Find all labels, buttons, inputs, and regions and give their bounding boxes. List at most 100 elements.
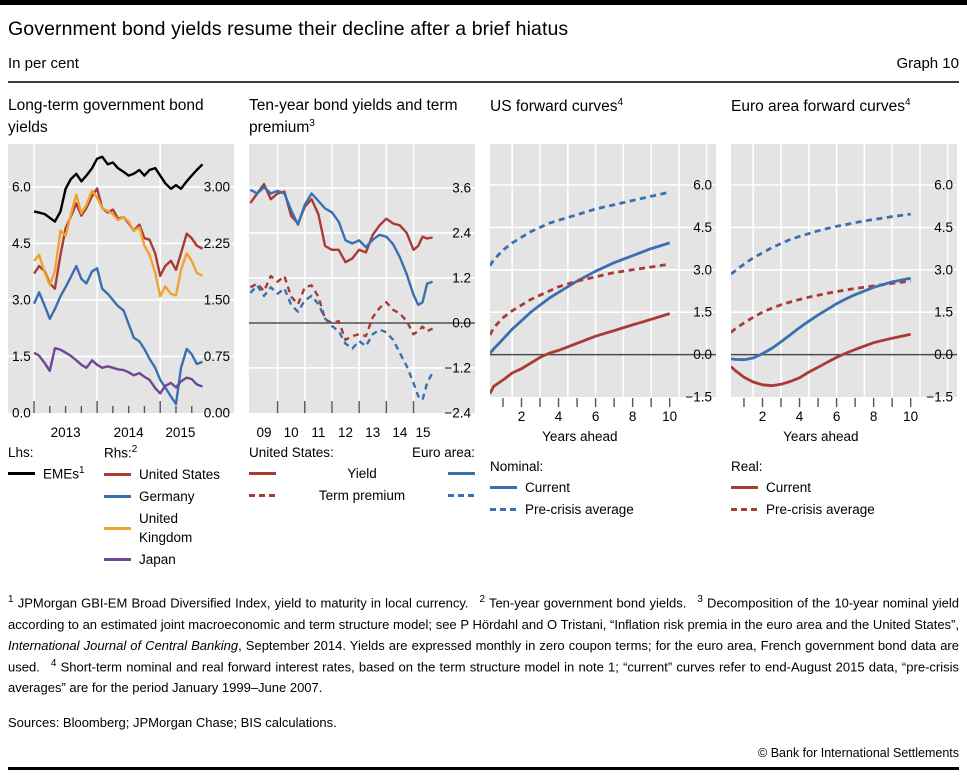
panel-title: Ten-year bond yields and term premium3 bbox=[249, 97, 458, 137]
svg-text:10: 10 bbox=[662, 409, 677, 424]
svg-text:3.00: 3.00 bbox=[204, 179, 230, 194]
title-superscript: 3 bbox=[309, 117, 315, 129]
legend-item-germany: Germany bbox=[104, 487, 234, 506]
svg-text:8: 8 bbox=[629, 409, 637, 424]
svg-text:3.0: 3.0 bbox=[934, 262, 953, 277]
svg-text:11: 11 bbox=[311, 425, 325, 440]
panel3-legend: Nominal: Current Pre-crisis average bbox=[490, 457, 716, 519]
chart-svg: 3.6 2.4 1.2 0.0 −1.2 −2.4 09 10 11 12 13 14 15 bbox=[249, 144, 475, 440]
title-superscript: 4 bbox=[617, 97, 624, 108]
us-yield-swatch bbox=[249, 472, 276, 476]
euro-yield-swatch bbox=[448, 472, 475, 476]
header-rule bbox=[8, 81, 959, 83]
svg-text:Years ahead: Years ahead bbox=[783, 429, 858, 444]
svg-text:3.0: 3.0 bbox=[12, 292, 31, 307]
svg-text:1.5: 1.5 bbox=[934, 305, 953, 320]
svg-text:3.6: 3.6 bbox=[452, 180, 471, 195]
nominal-current-swatch bbox=[490, 486, 517, 490]
legend-item-real-precrisis: Pre-crisis average bbox=[731, 500, 957, 519]
svg-text:0.0: 0.0 bbox=[452, 315, 471, 330]
svg-text:4: 4 bbox=[796, 409, 804, 424]
page-title: Government bond yields resume their decl… bbox=[8, 18, 569, 40]
us-legend-header: United States: bbox=[249, 445, 334, 460]
germany-line-swatch bbox=[104, 494, 131, 498]
chart-panels: Long-term government bond yields 0.0 1.5 3… bbox=[8, 96, 959, 572]
panel-us-forward-curves: US forward curves4 6.0 4.5 3.0 1.5 0.0 −1.5 2 4… bbox=[488, 96, 716, 572]
svg-text:2: 2 bbox=[759, 409, 767, 424]
svg-text:−1.2: −1.2 bbox=[444, 360, 471, 375]
svg-text:6: 6 bbox=[592, 409, 600, 424]
panel-title: US forward curves4 bbox=[490, 97, 624, 116]
legend-item-nominal-precrisis: Pre-crisis average bbox=[490, 500, 716, 519]
svg-text:12: 12 bbox=[338, 425, 353, 440]
chart-svg: 0.0 1.5 3.0 4.5 6.0 0.00 0.75 1.50 2.25 3.00 2013 2… bbox=[8, 144, 234, 440]
long-term-yields-chart: 0.0 1.5 3.0 4.5 6.0 0.00 0.75 1.50 2.25 3.00 2013 2… bbox=[8, 144, 234, 441]
sources-line: Sources: Bloomberg; JPMorgan Chase; BIS … bbox=[8, 715, 337, 731]
svg-text:14: 14 bbox=[392, 425, 408, 440]
real-current-swatch bbox=[731, 486, 758, 490]
svg-text:0.00: 0.00 bbox=[204, 406, 230, 421]
panel1-legend: Lhs: EMEs1 Rhs:2 United States bbox=[8, 443, 234, 572]
legend-item-nominal-current: Current bbox=[490, 478, 716, 497]
svg-text:0.0: 0.0 bbox=[12, 406, 31, 421]
panel-euro-forward-curves: Euro area forward curves4 6.0 4.5 3.0 1.5 0.… bbox=[730, 96, 957, 572]
svg-text:1.5: 1.5 bbox=[693, 305, 712, 320]
us-term-premium-swatch bbox=[249, 494, 276, 498]
rhs-legend-header: Rhs:2 bbox=[104, 444, 138, 461]
svg-text:10: 10 bbox=[284, 425, 299, 440]
svg-text:6.0: 6.0 bbox=[934, 177, 953, 192]
us-forward-curves-chart: 6.0 4.5 3.0 1.5 0.0 −1.5 2 4 6 8 10 Years ahead bbox=[488, 144, 716, 455]
lhs-legend-header: Lhs: bbox=[8, 445, 34, 460]
legend-item-united-kingdom: United Kingdom bbox=[104, 509, 234, 547]
svg-text:−1.5: −1.5 bbox=[685, 390, 712, 405]
svg-text:2015: 2015 bbox=[165, 425, 195, 440]
svg-text:0.0: 0.0 bbox=[934, 347, 953, 362]
ten-year-yields-chart: 3.6 2.4 1.2 0.0 −1.2 −2.4 09 10 11 12 13 14 15 bbox=[249, 144, 475, 441]
svg-text:2013: 2013 bbox=[51, 425, 81, 440]
panel-title: Long-term government bond yields bbox=[8, 97, 204, 137]
svg-text:1.5: 1.5 bbox=[12, 349, 31, 364]
top-black-bar bbox=[0, 0, 967, 5]
svg-text:15: 15 bbox=[416, 425, 431, 440]
us-line-swatch bbox=[104, 472, 131, 476]
svg-text:−2.4: −2.4 bbox=[444, 406, 471, 421]
euro-term-premium-swatch bbox=[448, 494, 475, 498]
panel-long-term-yields: Long-term government bond yields 0.0 1.5 3… bbox=[8, 96, 234, 572]
svg-text:6.0: 6.0 bbox=[12, 179, 31, 194]
bottom-black-bar bbox=[8, 767, 959, 771]
svg-text:2.25: 2.25 bbox=[204, 236, 230, 251]
chart-svg: 6.0 4.5 3.0 1.5 0.0 −1.5 2 4 6 8 10 Years ahead bbox=[488, 144, 716, 444]
svg-text:6.0: 6.0 bbox=[693, 177, 712, 192]
emes-line-swatch bbox=[8, 472, 35, 476]
svg-text:8: 8 bbox=[870, 409, 878, 424]
euro-legend-header: Euro area: bbox=[411, 445, 475, 460]
svg-text:13: 13 bbox=[365, 425, 380, 440]
svg-text:4.5: 4.5 bbox=[934, 220, 953, 235]
panel4-legend: Real: Current Pre-crisis average bbox=[731, 457, 957, 519]
real-legend-header: Real: bbox=[731, 459, 763, 474]
nominal-precrisis-swatch bbox=[490, 508, 517, 512]
nominal-legend-header: Nominal: bbox=[490, 459, 544, 474]
svg-text:2: 2 bbox=[518, 409, 526, 424]
svg-text:1.2: 1.2 bbox=[452, 270, 471, 285]
legend-row-term-premium: Term premium bbox=[249, 486, 475, 505]
svg-text:4: 4 bbox=[555, 409, 563, 424]
svg-text:4.5: 4.5 bbox=[12, 236, 31, 251]
units-label: In per cent bbox=[8, 55, 79, 72]
copyright-notice: © Bank for International Settlements bbox=[758, 746, 959, 761]
graph-number-label: Graph 10 bbox=[896, 55, 959, 72]
svg-text:0.0: 0.0 bbox=[693, 347, 712, 362]
euro-forward-curves-chart: 6.0 4.5 3.0 1.5 0.0 −1.5 2 4 6 8 10 Years ahead bbox=[730, 144, 957, 455]
svg-text:−1.5: −1.5 bbox=[926, 390, 953, 405]
svg-text:Years ahead: Years ahead bbox=[542, 429, 617, 444]
japan-line-swatch bbox=[104, 558, 131, 562]
title-superscript: 4 bbox=[905, 97, 911, 108]
svg-text:1.50: 1.50 bbox=[204, 292, 230, 307]
footnotes: 1 JPMorgan GBI-EM Broad Diversified Inde… bbox=[8, 594, 959, 696]
svg-text:4.5: 4.5 bbox=[693, 220, 712, 235]
real-precrisis-swatch bbox=[731, 508, 758, 512]
panel-ten-year-yields: Ten-year bond yields and term premium3 3… bbox=[249, 96, 475, 572]
svg-text:2014: 2014 bbox=[114, 425, 145, 440]
svg-text:0.75: 0.75 bbox=[204, 349, 230, 364]
